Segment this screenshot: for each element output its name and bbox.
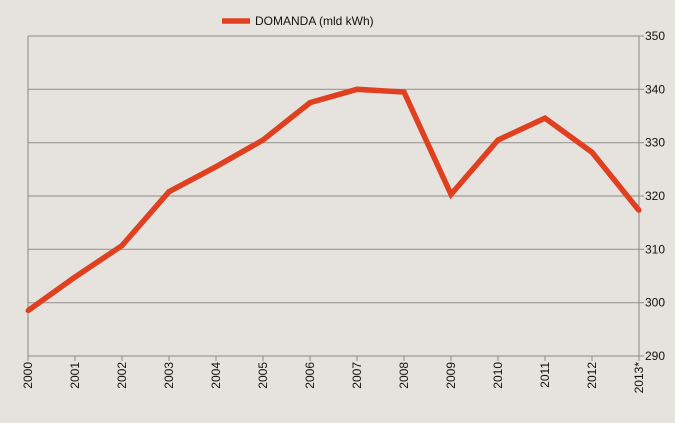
series-group [25, 86, 642, 314]
axes [27, 35, 644, 361]
x-tick-label: 2013* [632, 362, 646, 394]
y-tick-label: 340 [645, 82, 665, 96]
data-point [166, 189, 172, 195]
y-tick-label: 290 [645, 349, 665, 363]
data-point [72, 274, 78, 280]
x-tick-label: 2005 [256, 362, 270, 389]
y-tick-label: 320 [645, 189, 665, 203]
legend-label: DOMANDA (mld kWh) [255, 14, 374, 28]
data-point [542, 115, 548, 121]
gridlines [28, 35, 639, 304]
x-tick-label: 2003 [162, 362, 176, 389]
y-tick-label: 350 [645, 29, 665, 43]
x-tick-label: 2004 [209, 362, 223, 389]
data-point [25, 308, 31, 314]
y-tick-label: 330 [645, 136, 665, 150]
x-tick-label: 2010 [491, 362, 505, 389]
data-point [119, 243, 125, 249]
x-tick-label: 2000 [21, 362, 35, 389]
x-tick-label: 2012 [585, 362, 599, 389]
x-tick-label: 2009 [444, 362, 458, 389]
x-tick-labels: 2000 2001 2002 2003 2004 2005 2006 2007 2008 2009… [21, 362, 646, 394]
x-tick-label: 2006 [303, 362, 317, 389]
data-point [354, 86, 360, 92]
x-tick-label: 2008 [397, 362, 411, 389]
x-tick-label: 2011 [538, 362, 552, 388]
x-tick-label: 2001 [68, 362, 82, 389]
data-point [636, 207, 642, 213]
data-point [213, 164, 219, 170]
x-tick-label: 2007 [350, 362, 364, 389]
data-point [260, 137, 266, 143]
legend: DOMANDA (mld kWh) [222, 14, 374, 28]
y-tick-label: 300 [645, 296, 665, 310]
y-tick-labels: 290 300 310 320 330 340 350 [645, 29, 665, 363]
data-point [589, 149, 595, 155]
data-point [448, 191, 454, 197]
data-point [401, 89, 407, 95]
data-point [307, 100, 313, 106]
y-tick-label: 310 [645, 242, 665, 256]
data-point [495, 137, 501, 143]
series-line [26, 86, 642, 313]
x-tick-label: 2002 [115, 362, 129, 389]
